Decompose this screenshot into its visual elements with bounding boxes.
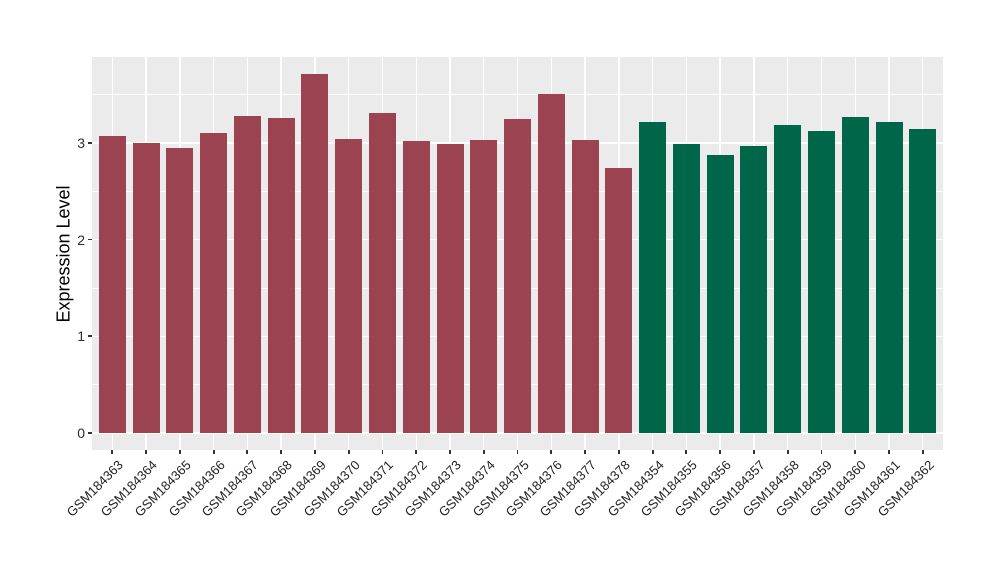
x-axis-tick	[111, 450, 114, 454]
bar-GSM184361	[875, 121, 903, 433]
x-axis-tick	[482, 450, 485, 454]
bar-GSM184378	[605, 168, 633, 433]
bar-GSM184371	[368, 112, 396, 433]
bar-GSM184355	[672, 143, 700, 433]
bar-GSM184354	[639, 121, 667, 433]
y-tick-label: 3	[77, 134, 85, 151]
x-axis-tick	[550, 450, 553, 454]
x-axis-tick	[617, 450, 620, 454]
x-axis-tick	[584, 450, 586, 454]
x-axis-tick	[145, 450, 147, 454]
x-axis-tick	[921, 450, 924, 454]
bar-GSM184367	[233, 115, 261, 433]
y-tick-label: 0	[77, 425, 85, 441]
bar-GSM184373	[436, 143, 464, 433]
bar-GSM184357	[740, 145, 768, 433]
y-axis-tick	[88, 432, 92, 434]
x-axis-tick	[178, 450, 181, 454]
x-axis-tick	[888, 450, 890, 454]
bar-GSM184376	[537, 93, 565, 433]
bar-GSM184369	[301, 74, 329, 433]
bar-GSM184377	[571, 139, 599, 433]
bar-GSM184370	[335, 139, 363, 433]
bar-GSM184356	[706, 155, 734, 433]
bar-GSM184363	[98, 136, 126, 433]
x-axis-tick	[651, 450, 654, 454]
x-axis-tick	[381, 450, 384, 454]
y-axis-tick	[88, 142, 92, 144]
bar-GSM184362	[909, 129, 937, 433]
y-axis-tick	[88, 335, 92, 338]
gridline-y-minor	[92, 94, 943, 95]
bar-GSM184366	[200, 133, 228, 433]
y-axis-title: Expression Level	[53, 184, 74, 323]
y-tick-label: 1	[77, 328, 85, 345]
bar-GSM184368	[267, 117, 295, 433]
x-axis-tick	[449, 450, 451, 454]
x-axis-tick	[314, 450, 316, 454]
x-axis-tick	[753, 450, 755, 454]
x-axis-tick	[719, 450, 722, 454]
x-axis-tick	[212, 450, 215, 454]
bar-GSM184374	[470, 139, 498, 433]
bar-GSM184365	[166, 147, 194, 433]
y-tick-label: 2	[77, 231, 85, 248]
bar-GSM184372	[402, 140, 430, 433]
bar-GSM184364	[132, 142, 160, 433]
bar-GSM184358	[774, 124, 802, 433]
x-axis-tick	[347, 450, 350, 454]
bar-GSM184360	[841, 116, 869, 433]
x-axis-tick	[516, 450, 519, 454]
x-axis-tick	[854, 450, 857, 454]
x-axis-tick	[786, 450, 789, 454]
y-axis-tick	[88, 238, 92, 241]
gridline-y-major	[92, 432, 943, 434]
x-axis-tick	[820, 450, 823, 454]
x-axis-tick	[280, 450, 283, 454]
x-axis-tick	[415, 450, 418, 454]
x-axis-tick	[685, 450, 688, 454]
bar-GSM184375	[504, 118, 532, 433]
x-axis-tick	[246, 450, 249, 454]
chart-panel	[92, 57, 943, 450]
bar-GSM184359	[807, 131, 835, 433]
